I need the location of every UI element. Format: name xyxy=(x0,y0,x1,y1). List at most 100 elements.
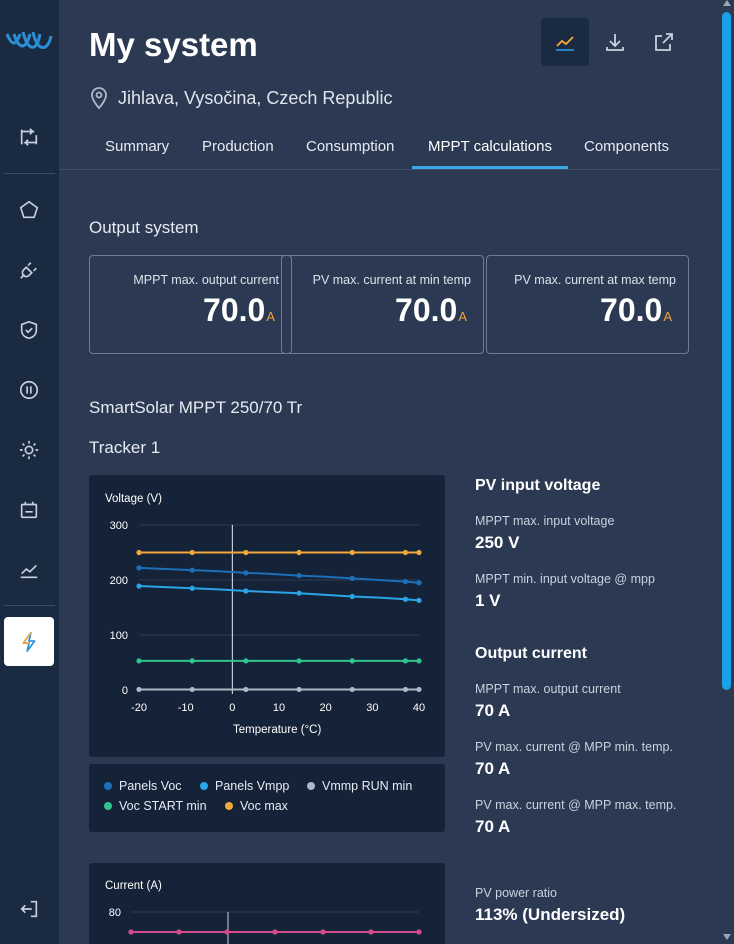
tab-components[interactable]: Components xyxy=(584,138,670,155)
x-tick-label: -20 xyxy=(131,702,147,714)
output-system-title: Output system xyxy=(89,218,199,237)
sun-icon[interactable] xyxy=(14,435,44,465)
data-point xyxy=(296,658,302,664)
y-tick-label: 100 xyxy=(110,630,128,642)
output-card: PV max. current at min temp 70.0A xyxy=(281,255,484,354)
data-point xyxy=(189,585,195,591)
output-current-title: Output current xyxy=(475,645,587,662)
tracker-title: Tracker 1 xyxy=(89,438,161,457)
legend-dot-icon xyxy=(200,782,208,790)
info-value: 70 A xyxy=(475,701,511,720)
trend-chart-icon[interactable] xyxy=(14,555,44,585)
info-value: 70 A xyxy=(475,817,511,836)
sidebar-divider xyxy=(4,173,55,174)
data-point xyxy=(176,929,182,935)
legend-dot-icon xyxy=(104,782,112,790)
x-tick-label: 40 xyxy=(413,702,425,714)
battery-icon[interactable] xyxy=(14,495,44,525)
data-point xyxy=(416,580,422,586)
info-label: MPPT min. input voltage @ mpp xyxy=(475,572,655,586)
card-value: 70.0A xyxy=(395,292,467,328)
data-point xyxy=(136,658,142,664)
line-chart-icon xyxy=(556,36,574,51)
card-label: MPPT max. output current xyxy=(133,273,279,287)
device-name: SmartSolar MPPT 250/70 Tr xyxy=(89,398,303,417)
data-point xyxy=(296,590,302,596)
data-point xyxy=(416,929,422,935)
data-point xyxy=(349,686,355,693)
data-point xyxy=(243,588,249,594)
y-tick-label: 300 xyxy=(110,520,128,532)
card-value: 70.0A xyxy=(203,292,275,328)
location-pin-icon xyxy=(91,87,107,110)
share-button[interactable] xyxy=(640,18,688,66)
pentagon-site-icon[interactable] xyxy=(14,195,44,225)
legend-item[interactable]: Panels Voc xyxy=(104,779,182,793)
scroll-down-arrow-icon[interactable] xyxy=(723,934,731,940)
output-card: PV max. current at max temp 70.0A xyxy=(486,255,689,354)
data-point xyxy=(224,929,230,935)
data-point xyxy=(189,549,195,556)
y-axis-label: Current (A) xyxy=(105,880,162,892)
data-point xyxy=(416,658,422,664)
mppt-calculator-icon[interactable] xyxy=(4,617,54,666)
x-tick-label: 10 xyxy=(273,702,285,714)
card-label: PV max. current at min temp xyxy=(312,273,471,287)
data-point xyxy=(416,597,422,603)
data-point xyxy=(368,929,374,935)
card-label: PV max. current at max temp xyxy=(514,273,676,287)
data-point xyxy=(243,549,249,556)
legend-item[interactable]: Voc START min xyxy=(104,799,207,813)
data-point xyxy=(136,565,142,571)
info-value: 70 A xyxy=(475,759,511,778)
shield-check-icon[interactable] xyxy=(14,315,44,345)
legend-item[interactable]: Vmmp RUN min xyxy=(307,779,412,793)
victron-logo-icon[interactable] xyxy=(4,20,54,60)
legend-item[interactable]: Panels Vmpp xyxy=(200,779,289,793)
data-point xyxy=(349,575,355,581)
data-point xyxy=(402,658,409,664)
current-chart-svg: Current (A) 80 xyxy=(105,880,422,944)
legend-dot-icon xyxy=(307,782,315,790)
info-label: MPPT max. output current xyxy=(475,682,621,696)
data-point xyxy=(296,573,302,579)
download-icon xyxy=(606,34,624,51)
chart-view-button[interactable] xyxy=(541,18,589,66)
y-tick-label: 200 xyxy=(110,575,128,587)
data-point xyxy=(136,686,142,693)
info-label: MPPT max. input voltage xyxy=(475,514,615,528)
download-button[interactable] xyxy=(591,18,639,66)
pause-circle-icon[interactable] xyxy=(14,375,44,405)
sidebar xyxy=(0,0,59,944)
page-title: My system xyxy=(89,26,258,63)
pv-input-title: PV input voltage xyxy=(475,477,601,494)
data-point xyxy=(136,583,142,589)
tab-summary[interactable]: Summary xyxy=(105,138,170,155)
tab-bar: Summary Production Consumption MPPT calc… xyxy=(59,126,719,170)
legend-item[interactable]: Voc max xyxy=(225,799,288,813)
active-tab-indicator xyxy=(412,166,568,169)
data-point xyxy=(296,549,302,556)
data-point xyxy=(320,929,326,935)
voltage-chart-svg: Voltage (V) Temperature (°C) 0100200300-… xyxy=(105,493,425,736)
data-point xyxy=(189,658,195,664)
data-point xyxy=(402,686,409,693)
y-tick-label: 80 xyxy=(109,907,121,919)
data-point xyxy=(243,570,249,576)
tab-consumption[interactable]: Consumption xyxy=(306,138,395,155)
tab-production[interactable]: Production xyxy=(202,138,274,155)
data-point xyxy=(243,686,249,693)
info-label: PV max. current @ MPP min. temp. xyxy=(475,740,673,754)
logout-icon[interactable] xyxy=(14,894,44,924)
data-point xyxy=(402,549,409,556)
data-point xyxy=(189,567,195,573)
y-tick-label: 0 xyxy=(122,685,128,697)
tab-mppt-calculations[interactable]: MPPT calculations xyxy=(428,138,552,155)
scroll-up-arrow-icon[interactable] xyxy=(723,0,731,6)
x-axis-label: Temperature (°C) xyxy=(233,724,321,736)
scrollbar-thumb[interactable] xyxy=(722,12,731,690)
plug-icon[interactable] xyxy=(14,255,44,285)
switch-site-icon[interactable] xyxy=(14,122,44,152)
data-point xyxy=(296,686,302,693)
data-point xyxy=(349,549,355,556)
